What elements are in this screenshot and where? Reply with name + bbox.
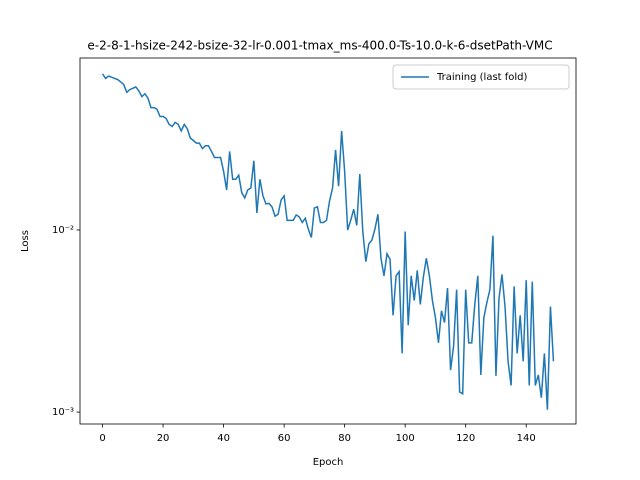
line-series [101, 73, 555, 410]
y-axis-label: Loss [20, 230, 31, 252]
x-tick-label: 140 [517, 433, 536, 444]
x-tick-label: 40 [217, 433, 230, 444]
x-tick-label: 80 [338, 433, 351, 444]
chart-title: e-2-8-1-hsize-242-bsize-32-lr-0.001-tmax… [87, 39, 552, 53]
legend-label: Training (last fold) [436, 72, 528, 83]
plot-frame [79, 57, 577, 425]
x-tick-label: 100 [396, 433, 415, 444]
legend-box [392, 64, 570, 90]
x-tick-label: 0 [99, 433, 105, 444]
x-tick-label: 120 [456, 433, 475, 444]
x-tick-label: 20 [157, 433, 170, 444]
x-tick-label: 60 [278, 433, 291, 444]
y-tick-label: 10⁻² [52, 225, 74, 236]
y-tick-label: 10⁻³ [52, 407, 74, 418]
x-axis-label: Epoch [313, 457, 344, 468]
